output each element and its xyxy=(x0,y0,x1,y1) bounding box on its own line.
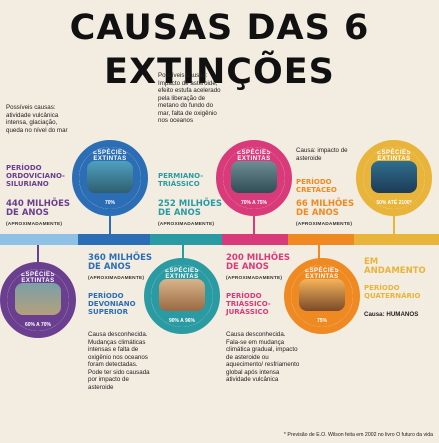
badge-pct-4: 70% A 75% xyxy=(240,200,268,206)
extinction-badge-6: ESPÉCIES EXTINTAS 50% ATÉ 2100* xyxy=(356,140,432,216)
cause-text-3: Possíveis causas: Impacto de asteroide, … xyxy=(158,72,221,124)
mya-label-4: 200 MILHÕES DE ANOS xyxy=(226,253,291,272)
approx-label-1: (APROXIMADAMENTE) xyxy=(6,222,63,227)
extinction-badge-1: ESPÉCIES EXTINTAS 60% A 70% xyxy=(0,262,76,338)
period-label-2: PERÍODO DEVONIANO SUPERIOR xyxy=(88,292,136,316)
badge-title-6: ESPÉCIES EXTINTAS xyxy=(376,150,411,162)
stem-1 xyxy=(37,245,39,267)
badge-title-4: ESPÉCIES EXTINTAS xyxy=(236,150,271,162)
stem-3 xyxy=(182,245,184,263)
approx-label-5: (APROXIMADAMENTE) xyxy=(296,222,353,227)
extinction-badge-3: ESPÉCIES EXTINTAS 90% A 96% xyxy=(144,258,220,334)
approx-label-3: (APROXIMADAMENTE) xyxy=(158,222,215,227)
badge-pct-3: 90% A 96% xyxy=(168,318,196,324)
footnote: * Previsão de E.O. Wilson feita em 2002 … xyxy=(283,432,433,438)
mya-label-3: 252 MILHÕES DE ANOS xyxy=(158,199,223,218)
cause-text-5: Causa: impacto de asteroide xyxy=(296,147,348,162)
mya-label-2: 360 MILHÕES DE ANOS xyxy=(88,253,153,272)
cause-text-1: Possíveis causas: atividade vulcânica in… xyxy=(6,104,68,134)
badge-pct-6: 50% ATÉ 2100* xyxy=(376,200,412,206)
cause-text-2: Causa desconhecida. Mudanças climáticas … xyxy=(88,331,150,391)
period-label-3: PERMIANO-TRIÁSSICO xyxy=(158,172,204,188)
period-label-1: PERÍODO ORDOVICIANO-SILURIANO xyxy=(6,164,65,188)
extinction-badge-2: ESPÉCIES EXTINTAS 70% xyxy=(72,140,148,216)
badge-pct-5: 75% xyxy=(316,318,327,324)
approx-label-2: (APROXIMADAMENTE) xyxy=(88,276,145,281)
badge-pct-2: 70% xyxy=(104,200,115,206)
timeline-segment xyxy=(0,234,78,245)
timeline-segment xyxy=(150,234,222,245)
timeline-segment xyxy=(354,234,439,245)
timeline-segment xyxy=(78,234,150,245)
mya-label-1: 440 MILHÕES DE ANOS xyxy=(6,199,71,218)
timeline-bar xyxy=(0,234,439,245)
page-title: CAUSAS DAS 6 EXTINÇÕES xyxy=(69,8,370,92)
timeline-segment xyxy=(222,234,288,245)
cause-text-6: Causa: HUMANOS xyxy=(364,311,419,318)
period-label-6: PERÍODO QUATERNÁRIO xyxy=(364,284,421,300)
stem-2 xyxy=(109,216,111,234)
mya-label-5: 66 MILHÕES DE ANOS xyxy=(296,199,355,218)
stem-5 xyxy=(318,245,320,263)
timeline-segment xyxy=(288,234,354,245)
badge-title-3: ESPÉCIES EXTINTAS xyxy=(164,268,199,280)
badge-title-5: ESPÉCIES EXTINTAS xyxy=(304,268,339,280)
badge-pct-1: 60% A 70% xyxy=(24,322,52,328)
mya-label-6: EM ANDAMENTO xyxy=(364,257,426,276)
period-label-4: PERÍODO TRIÁSSICO-JURÁSSICO xyxy=(226,292,271,316)
cause-text-4: Causa desconhecida. Fala-se em mudança c… xyxy=(226,331,300,383)
badge-title-2: ESPÉCIES EXTINTAS xyxy=(92,150,127,162)
approx-label-4: (APROXIMADAMENTE) xyxy=(226,276,283,281)
stem-4 xyxy=(253,216,255,234)
extinction-badge-4: ESPÉCIES EXTINTAS 70% A 75% xyxy=(216,140,292,216)
period-label-5: PERÍODO CRETÁCEO xyxy=(296,178,337,194)
stem-6 xyxy=(393,216,395,234)
badge-title-1: ESPÉCIES EXTINTAS xyxy=(20,272,55,284)
extinction-badge-5: ESPÉCIES EXTINTAS 75% xyxy=(284,258,360,334)
